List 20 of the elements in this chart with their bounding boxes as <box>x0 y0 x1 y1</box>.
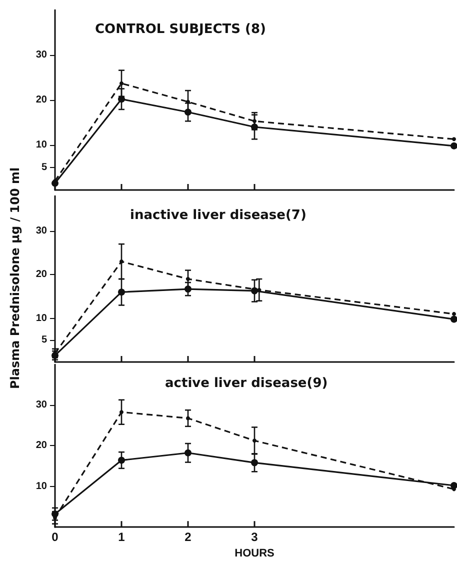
y-tick-label: 10 <box>36 140 48 150</box>
y-tick-label: 20 <box>36 440 48 452</box>
y-tick-label: 10 <box>36 312 48 324</box>
x-tick-label: 3 <box>251 530 258 544</box>
text: active liver disease(9) <box>165 376 328 391</box>
y-tick-label: 5 <box>41 162 48 173</box>
y-tick-label: 20 <box>36 94 48 106</box>
text: CONTROL SUBJECTS (8) <box>95 22 266 37</box>
y-tick-label: 30 <box>36 399 48 410</box>
x-axis-title: HOURS <box>234 548 274 560</box>
y-tick-label: 30 <box>36 50 48 60</box>
y-tick-label: 20 <box>36 269 48 280</box>
x-tick-label: 1 <box>118 530 126 544</box>
y-tick-label: 10 <box>36 480 48 492</box>
x-tick-label: 0 <box>52 530 59 544</box>
x-tick-label: 2 <box>184 530 192 544</box>
text: inactive liver disease(7) <box>130 208 306 223</box>
y-tick-label: 30 <box>36 225 48 236</box>
y-axis-title: Plasma Prednisolone μg / 100 ml <box>8 167 22 389</box>
y-tick-label: 5 <box>41 334 48 346</box>
